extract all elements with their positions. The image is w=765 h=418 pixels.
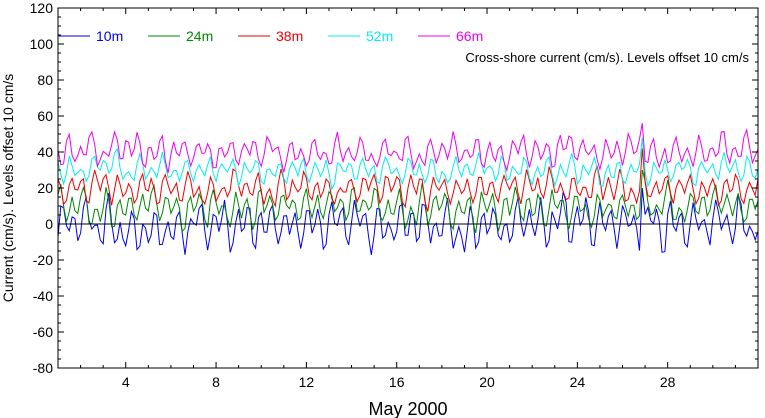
y-tick-label: 0 bbox=[45, 216, 53, 232]
y-tick-label: -40 bbox=[33, 288, 53, 304]
chart-annotation: Cross-shore current (cm/s). Levels offse… bbox=[465, 50, 749, 65]
series-line-52m bbox=[57, 137, 759, 191]
series-line-38m bbox=[57, 148, 759, 212]
series-line-10m bbox=[57, 187, 759, 255]
y-tick-label: -80 bbox=[33, 360, 53, 376]
y-axis-label: Current (cm/s). Levels offset 10 cm/s bbox=[0, 74, 16, 302]
x-tick-label: 12 bbox=[299, 374, 315, 390]
series-line-66m bbox=[57, 123, 759, 174]
series-line-24m bbox=[57, 169, 759, 234]
legend-label-38m: 38m bbox=[276, 28, 303, 44]
x-tick-label: 28 bbox=[660, 374, 676, 390]
x-tick-label: 24 bbox=[570, 374, 586, 390]
y-tick-label: 120 bbox=[30, 0, 54, 16]
legend: 10m 24m 38m 52m 66m bbox=[58, 28, 483, 44]
legend-label-52m: 52m bbox=[366, 28, 393, 44]
x-axis-label: May 2000 bbox=[368, 399, 447, 418]
x-tick-label: 16 bbox=[389, 374, 405, 390]
y-tick-label: 20 bbox=[37, 180, 53, 196]
legend-label-10m: 10m bbox=[96, 28, 123, 44]
y-tick-label: -20 bbox=[33, 252, 53, 268]
x-tick-label: 4 bbox=[122, 374, 130, 390]
legend-label-66m: 66m bbox=[456, 28, 483, 44]
x-tick-label: 8 bbox=[212, 374, 220, 390]
y-tick-label: -60 bbox=[33, 324, 53, 340]
legend-label-24m: 24m bbox=[186, 28, 213, 44]
y-tick-label: 100 bbox=[30, 36, 54, 52]
series-layer bbox=[57, 123, 759, 255]
axis-ticks: -80 -60 -40 -20 0 20 40 60 80 100 120 4 8 12 16 20 24 28 bbox=[30, 0, 759, 390]
y-tick-label: 80 bbox=[37, 72, 53, 88]
y-tick-label: 40 bbox=[37, 144, 53, 160]
y-tick-label: 60 bbox=[37, 108, 53, 124]
x-tick-label: 20 bbox=[479, 374, 495, 390]
